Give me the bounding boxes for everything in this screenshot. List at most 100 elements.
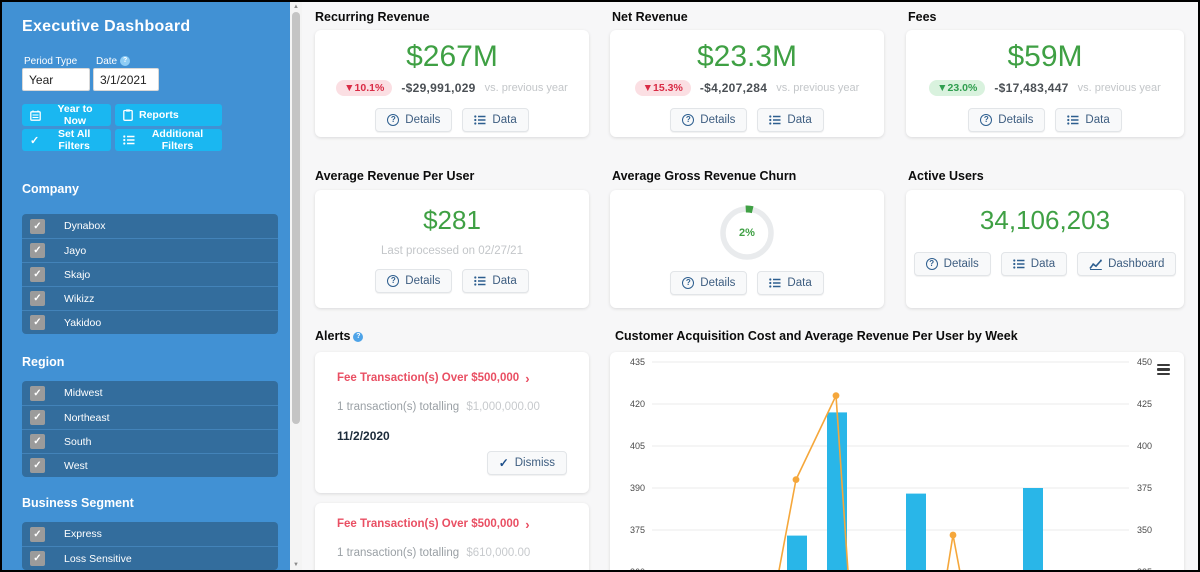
data-button[interactable]: Data	[1000, 252, 1068, 276]
chart-menu-icon[interactable]	[1157, 364, 1170, 375]
company-item-dynabox[interactable]: ✓ Dynabox	[22, 214, 278, 238]
data-button[interactable]: Data	[462, 108, 529, 132]
checkbox-checked-icon[interactable]: ✓	[30, 291, 45, 306]
svg-text:420: 420	[630, 399, 645, 409]
region-item-northeast[interactable]: ✓ Northeast	[22, 405, 278, 429]
net-revenue-card: $23.3M ▼15.3% -$4,207,284 vs. previous y…	[610, 30, 884, 137]
segment-item-express[interactable]: ✓ Express	[22, 522, 278, 546]
additional-filters-button[interactable]: Additional Filters	[115, 128, 222, 152]
region-item-midwest[interactable]: ✓ Midwest	[22, 381, 278, 405]
arpu-card: $281 Last processed on 02/27/21 ? Details…	[315, 190, 589, 308]
svg-text:350: 350	[1137, 525, 1152, 535]
svg-text:400: 400	[1137, 441, 1152, 451]
checkbox-checked-icon[interactable]: ✓	[30, 434, 45, 449]
recurring-revenue-compare: vs. previous year	[484, 82, 568, 94]
question-circle-icon: ?	[387, 114, 400, 126]
data-list-icon	[1067, 115, 1079, 125]
data-list-icon	[1012, 259, 1025, 269]
region-filter-list: ✓ Midwest ✓ Northeast ✓ South ✓ West	[22, 381, 278, 477]
details-button[interactable]: ? Details	[968, 108, 1046, 132]
net-revenue-delta: -$4,207,284	[699, 81, 768, 95]
active-users-heading: Active Users	[908, 169, 984, 183]
dashboard-button[interactable]: Dashboard	[1077, 252, 1177, 276]
svg-text:325: 325	[1137, 567, 1152, 572]
checkbox-checked-icon[interactable]: ✓	[30, 458, 45, 473]
checkbox-checked-icon[interactable]: ✓	[30, 410, 45, 425]
region-item-west[interactable]: ✓ West	[22, 453, 278, 477]
alert-summary: 1 transaction(s) totalling $610,000.00	[337, 547, 531, 559]
region-section-heading: Region	[22, 355, 65, 369]
svg-text:375: 375	[630, 525, 645, 535]
company-item-jayo[interactable]: ✓ Jayo	[22, 238, 278, 262]
net-revenue-compare: vs. previous year	[776, 82, 860, 94]
chevron-right-icon: ›	[525, 516, 530, 532]
alerts-help-icon[interactable]: ?	[353, 332, 364, 342]
recurring-revenue-card: $267M ▼10.1% -$29,991,029 vs. previous y…	[315, 30, 589, 137]
churn-donut-chart: 2%	[718, 204, 776, 262]
company-item-wikizz[interactable]: ✓ Wikizz	[22, 286, 278, 310]
details-button[interactable]: ? Details	[375, 108, 453, 132]
date-help-icon[interactable]: ?	[120, 56, 131, 66]
reports-label: Reports	[139, 109, 179, 121]
sidebar: Executive Dashboard Period Type Date? Ye…	[2, 2, 290, 570]
data-list-icon	[474, 276, 486, 286]
details-button[interactable]: ? Details	[670, 108, 748, 132]
business-segment-filter-list: ✓ Express ✓ Loss Sensitive	[22, 522, 278, 570]
question-circle-icon: ?	[387, 275, 400, 287]
dashboard-chart-icon	[1089, 259, 1102, 270]
scroll-down-icon[interactable]: ▼	[293, 562, 299, 568]
clipboard-icon	[123, 109, 133, 121]
churn-card: 2% ? Details Data	[610, 190, 884, 308]
data-button[interactable]: Data	[1055, 108, 1122, 132]
segment-item-loss-sensitive[interactable]: ✓ Loss Sensitive	[22, 546, 278, 570]
svg-text:450: 450	[1137, 357, 1152, 367]
list-icon	[123, 135, 135, 145]
chevron-right-icon: ›	[525, 370, 530, 386]
net-revenue-change-badge: ▼15.3%	[634, 80, 691, 96]
net-revenue-heading: Net Revenue	[612, 10, 688, 24]
question-circle-icon: ?	[925, 258, 938, 270]
scrollbar-thumb[interactable]	[292, 12, 300, 424]
churn-percent-value: 2%	[739, 227, 755, 239]
checkbox-checked-icon[interactable]: ✓	[30, 218, 45, 234]
details-button[interactable]: ? Details	[670, 271, 748, 295]
fees-change-badge: ▼23.0%	[929, 80, 986, 96]
checkbox-checked-icon[interactable]: ✓	[30, 526, 45, 542]
checkbox-checked-icon[interactable]: ✓	[30, 385, 45, 401]
check-icon: ✓	[30, 134, 40, 147]
page-title: Executive Dashboard	[22, 18, 191, 35]
combo-chart-canvas[interactable]: 435 450 420 425 405 400 390 375 375 350 360 325	[610, 352, 1184, 572]
checkbox-checked-icon[interactable]: ✓	[30, 551, 45, 566]
svg-text:390: 390	[630, 483, 645, 493]
company-item-yakidoo[interactable]: ✓ Yakidoo	[22, 310, 278, 334]
alert-link[interactable]: Fee Transaction(s) Over $500,000 ›	[337, 370, 530, 386]
company-filter-list: ✓ Dynabox ✓ Jayo ✓ Skajo ✓ Wikizz ✓ Yakidoo	[22, 214, 278, 334]
sidebar-scrollbar[interactable]: ▲ ▼	[290, 2, 302, 570]
checkbox-checked-icon[interactable]: ✓	[30, 267, 45, 282]
alert-date: 11/2/2020	[337, 429, 390, 443]
checkbox-checked-icon[interactable]: ✓	[30, 315, 45, 330]
period-type-label: Period Type	[24, 56, 78, 67]
dismiss-button[interactable]: ✓ Dismiss	[486, 451, 567, 475]
data-list-icon	[769, 278, 781, 288]
additional-filters-label: Additional Filters	[151, 128, 204, 152]
period-type-input[interactable]: Year	[22, 68, 90, 91]
alert-card: Fee Transaction(s) Over $500,000 › 1 tran…	[315, 503, 589, 570]
alert-link[interactable]: Fee Transaction(s) Over $500,000 ›	[337, 516, 530, 532]
data-button[interactable]: Data	[462, 269, 529, 293]
set-all-filters-button[interactable]: ✓ Set All Filters	[22, 128, 111, 152]
date-input[interactable]: 3/1/2021	[93, 68, 159, 91]
checkbox-checked-icon[interactable]: ✓	[30, 243, 45, 258]
question-circle-icon: ?	[682, 114, 695, 126]
details-button[interactable]: ? Details	[913, 252, 991, 276]
set-all-filters-label: Set All Filters	[57, 128, 91, 152]
question-circle-icon: ?	[980, 114, 993, 126]
scroll-up-icon[interactable]: ▲	[293, 4, 299, 10]
region-item-south[interactable]: ✓ South	[22, 429, 278, 453]
data-button[interactable]: Data	[757, 108, 824, 132]
reports-button[interactable]: Reports	[115, 104, 222, 126]
data-button[interactable]: Data	[757, 271, 824, 295]
year-to-now-button[interactable]: Year to Now	[22, 103, 111, 127]
company-item-skajo[interactable]: ✓ Skajo	[22, 262, 278, 286]
details-button[interactable]: ? Details	[375, 269, 453, 293]
